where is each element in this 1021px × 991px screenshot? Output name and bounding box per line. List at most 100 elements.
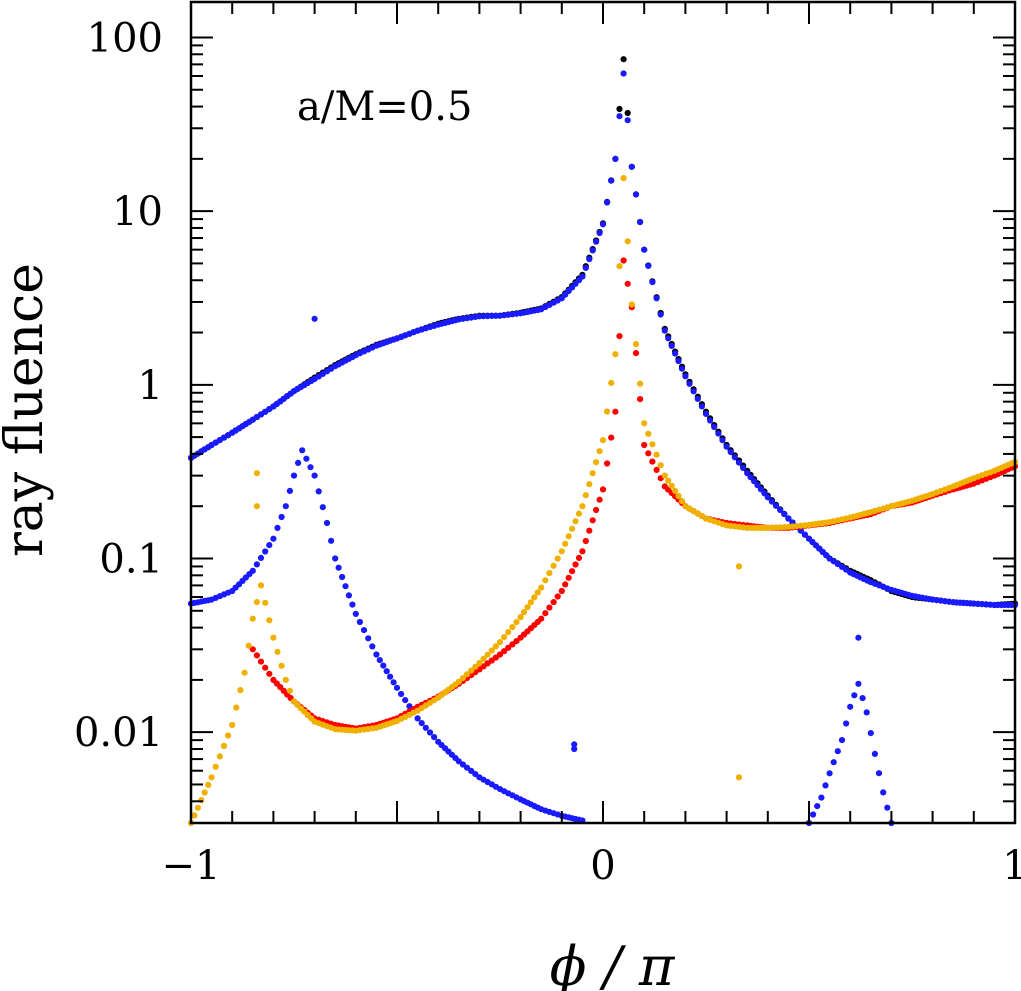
data-point [270, 634, 277, 641]
y-tick-label: 0.01 [74, 710, 163, 756]
data-point [393, 684, 401, 691]
data-point [565, 574, 572, 581]
data-point [698, 403, 706, 410]
data-point [414, 715, 421, 722]
data-point [764, 494, 771, 501]
data-point [785, 515, 792, 522]
data-point [612, 351, 619, 358]
data-point [565, 533, 572, 540]
data-point [616, 105, 623, 113]
data-point [360, 627, 368, 634]
data-point [542, 577, 549, 584]
data-point [855, 634, 862, 641]
data-point [332, 555, 339, 562]
data-point [599, 437, 607, 444]
data-point [257, 554, 265, 562]
data-point [593, 459, 600, 466]
data-point [342, 583, 349, 590]
data-point [653, 466, 660, 473]
data-point [608, 434, 615, 441]
data-point [270, 535, 277, 542]
data-point [616, 113, 623, 120]
data-point [352, 610, 359, 618]
data-point [649, 458, 656, 465]
data-point [661, 472, 668, 479]
data-point [249, 646, 256, 653]
data-point [369, 643, 376, 650]
data-point [624, 280, 631, 287]
data-point [527, 599, 535, 606]
data-point [740, 464, 747, 471]
data-point [303, 455, 310, 462]
data-point [702, 410, 710, 417]
data-point [262, 599, 269, 606]
data-point [589, 470, 596, 477]
data-point [637, 218, 644, 226]
data-point [863, 709, 870, 716]
data-point [220, 742, 228, 750]
data-point [586, 481, 593, 488]
y-tick-label: 1 [138, 363, 163, 409]
data-point [596, 496, 603, 503]
data-point [641, 246, 648, 253]
y-tick-label: 0.1 [99, 537, 163, 583]
data-point [463, 764, 471, 771]
data-point [859, 695, 866, 702]
data-point [501, 634, 508, 641]
data-point [282, 503, 289, 510]
data-point [657, 311, 664, 318]
data-point [253, 561, 260, 568]
data-point [616, 263, 623, 270]
data-point [572, 561, 579, 568]
data-point [376, 657, 383, 664]
data-point [628, 163, 635, 170]
data-point [455, 678, 462, 685]
data-point [875, 770, 883, 777]
data-point [282, 676, 289, 684]
data-point [509, 624, 516, 631]
data-point [205, 781, 212, 789]
data-point [604, 408, 611, 415]
data-point [624, 109, 631, 117]
data-point [571, 741, 578, 748]
data-point [814, 803, 821, 810]
data-point [682, 373, 689, 380]
data-point [672, 350, 679, 357]
data-point [826, 770, 833, 777]
data-point [546, 604, 553, 611]
data-point [624, 117, 631, 124]
data-point [754, 482, 761, 489]
series-layer [187, 56, 1019, 827]
data-point [266, 670, 273, 677]
data-point [851, 692, 858, 699]
data-point [345, 592, 352, 599]
data-point [624, 238, 631, 245]
data-point [431, 734, 438, 741]
data-point [253, 503, 260, 510]
x-tick-label: −1 [162, 843, 221, 889]
data-point [554, 593, 561, 600]
data-point [632, 191, 640, 198]
data-point [253, 599, 260, 606]
ticks-layer [190, 2, 1016, 824]
data-point [496, 639, 504, 646]
data-point [843, 720, 850, 727]
data-point [253, 470, 260, 477]
data-point [579, 503, 586, 510]
data-point [311, 315, 318, 322]
data-point [492, 643, 499, 650]
data-point [735, 459, 743, 466]
data-point [191, 812, 198, 819]
data-point [579, 548, 586, 555]
data-point [657, 462, 664, 469]
data-point [810, 811, 817, 818]
data-point [757, 486, 765, 493]
data-point [747, 474, 754, 481]
data-point [641, 420, 648, 427]
data-point [426, 729, 434, 736]
data-point [505, 644, 512, 651]
data-point [257, 658, 265, 665]
data-point [593, 238, 600, 245]
data-point [632, 341, 640, 348]
